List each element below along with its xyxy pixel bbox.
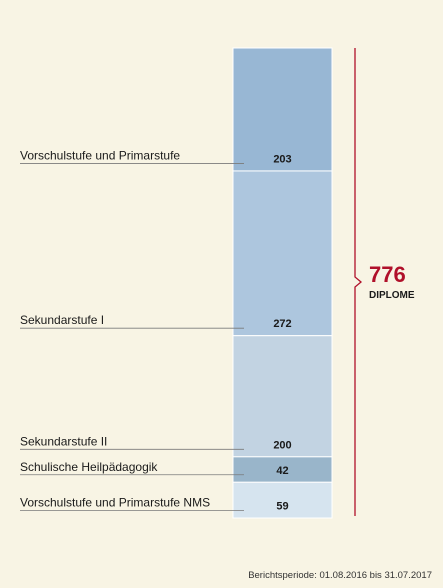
bar-segment-2 [232, 170, 333, 337]
leader-lines [20, 163, 244, 511]
total-brace [354, 48, 363, 516]
category-label-4: Schulische Heilpädagogik [20, 460, 158, 474]
total-label: DIPLOME [369, 290, 415, 301]
footnote: Berichtsperiode: 01.08.2016 bis 31.07.20… [248, 570, 432, 581]
value-label-4: 42 [276, 465, 288, 477]
bar-segment-4 [232, 456, 333, 483]
category-label-5: Vorschulstufe und Primarstufe NMS [20, 496, 210, 510]
category-label-1: Vorschulstufe und Primarstufe [20, 148, 180, 162]
bar-segments [232, 47, 333, 519]
value-labels: 203 272 200 42 59 [273, 153, 291, 512]
category-label-3: Sekundarstufe II [20, 434, 107, 448]
category-labels: Vorschulstufe und Primarstufe Sekundarstu… [20, 148, 210, 509]
value-label-5: 59 [276, 501, 288, 513]
value-label-2: 272 [273, 318, 291, 330]
total-value: 776 [369, 262, 406, 287]
value-label-3: 200 [273, 439, 291, 451]
bar-segment-5 [232, 481, 333, 519]
bar-segment-3 [232, 335, 333, 458]
value-label-1: 203 [273, 153, 291, 165]
bar-segment-1 [232, 47, 333, 172]
category-label-2: Sekundarstufe I [20, 313, 104, 327]
